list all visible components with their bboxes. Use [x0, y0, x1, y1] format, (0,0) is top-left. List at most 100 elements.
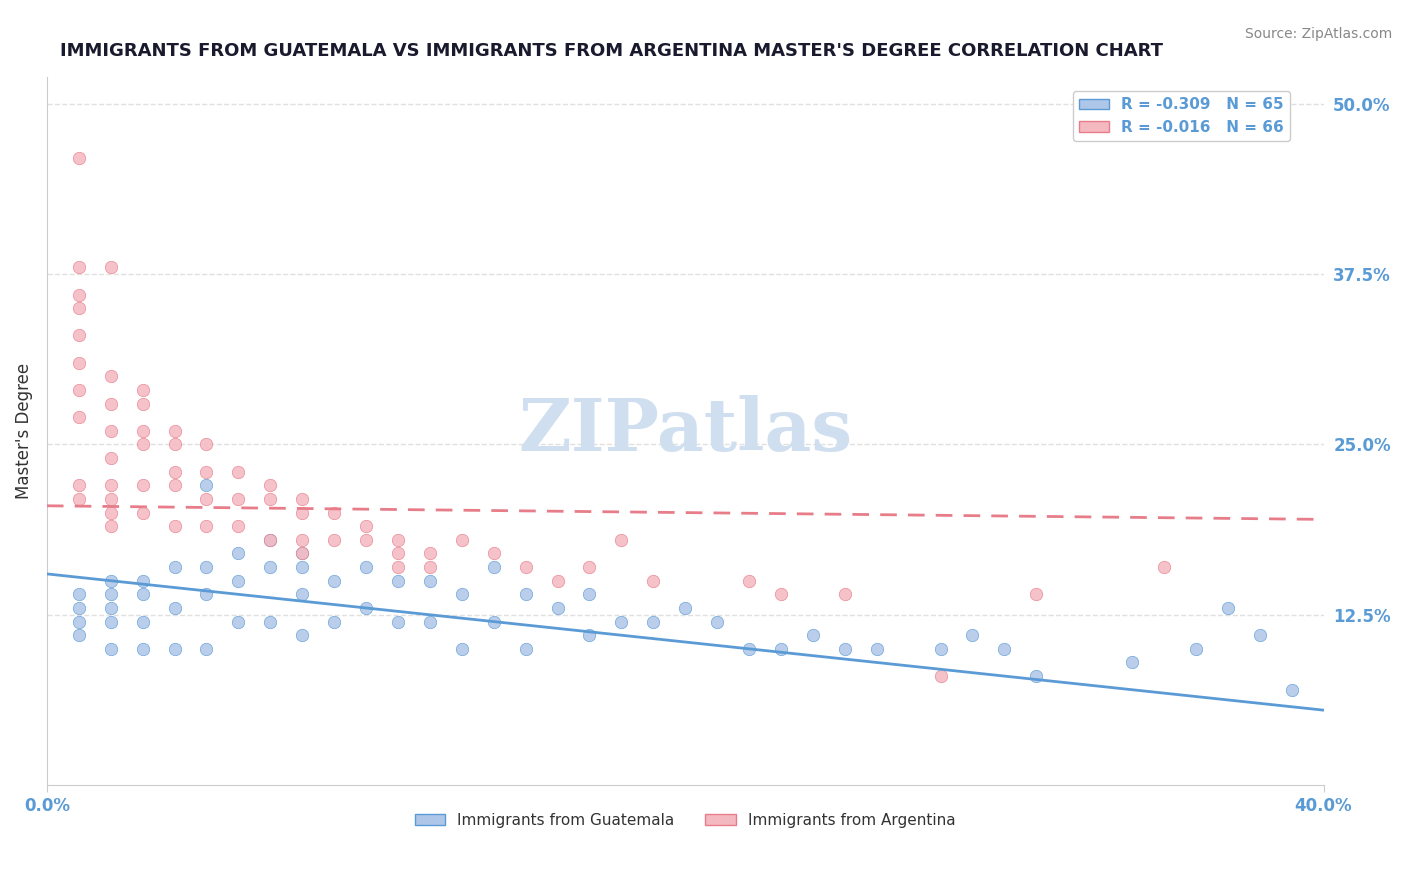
Point	[195, 491, 218, 506]
Point	[228, 546, 250, 560]
Point	[67, 383, 90, 397]
Point	[259, 478, 281, 492]
Point	[228, 465, 250, 479]
Point	[610, 615, 633, 629]
Point	[738, 574, 761, 588]
Point	[100, 574, 122, 588]
Point	[419, 560, 441, 574]
Point	[67, 152, 90, 166]
Point	[67, 615, 90, 629]
Point	[195, 641, 218, 656]
Legend: Immigrants from Guatemala, Immigrants from Argentina: Immigrants from Guatemala, Immigrants fr…	[409, 807, 962, 834]
Point	[131, 587, 153, 601]
Point	[67, 587, 90, 601]
Point	[291, 628, 314, 642]
Point	[67, 478, 90, 492]
Point	[228, 574, 250, 588]
Point	[643, 574, 665, 588]
Point	[1249, 628, 1271, 642]
Point	[515, 641, 537, 656]
Point	[100, 424, 122, 438]
Point	[482, 560, 505, 574]
Point	[100, 451, 122, 466]
Point	[67, 601, 90, 615]
Point	[195, 465, 218, 479]
Point	[100, 396, 122, 410]
Point	[1025, 669, 1047, 683]
Point	[1153, 560, 1175, 574]
Point	[387, 615, 409, 629]
Point	[993, 641, 1015, 656]
Point	[1216, 601, 1239, 615]
Point	[482, 546, 505, 560]
Point	[450, 641, 472, 656]
Point	[866, 641, 889, 656]
Point	[1025, 587, 1047, 601]
Point	[291, 587, 314, 601]
Point	[100, 369, 122, 384]
Point	[228, 491, 250, 506]
Point	[195, 560, 218, 574]
Point	[100, 587, 122, 601]
Point	[228, 615, 250, 629]
Point	[291, 506, 314, 520]
Point	[100, 641, 122, 656]
Point	[163, 601, 186, 615]
Point	[929, 669, 952, 683]
Point	[1281, 682, 1303, 697]
Point	[578, 587, 600, 601]
Point	[387, 560, 409, 574]
Point	[482, 615, 505, 629]
Point	[291, 491, 314, 506]
Point	[100, 615, 122, 629]
Point	[163, 437, 186, 451]
Point	[100, 601, 122, 615]
Point	[578, 560, 600, 574]
Point	[354, 601, 377, 615]
Text: IMMIGRANTS FROM GUATEMALA VS IMMIGRANTS FROM ARGENTINA MASTER'S DEGREE CORRELATI: IMMIGRANTS FROM GUATEMALA VS IMMIGRANTS …	[59, 42, 1163, 60]
Point	[100, 519, 122, 533]
Point	[131, 641, 153, 656]
Point	[1121, 656, 1143, 670]
Point	[834, 587, 856, 601]
Point	[291, 546, 314, 560]
Point	[962, 628, 984, 642]
Point	[515, 560, 537, 574]
Point	[323, 574, 346, 588]
Point	[131, 424, 153, 438]
Point	[515, 587, 537, 601]
Point	[419, 574, 441, 588]
Point	[323, 615, 346, 629]
Text: ZIPatlas: ZIPatlas	[519, 395, 852, 467]
Point	[450, 533, 472, 547]
Point	[67, 301, 90, 316]
Point	[131, 396, 153, 410]
Point	[547, 574, 569, 588]
Point	[195, 587, 218, 601]
Point	[706, 615, 728, 629]
Point	[195, 478, 218, 492]
Point	[228, 519, 250, 533]
Point	[131, 478, 153, 492]
Point	[131, 383, 153, 397]
Point	[354, 533, 377, 547]
Point	[354, 560, 377, 574]
Point	[387, 546, 409, 560]
Point	[259, 560, 281, 574]
Point	[419, 546, 441, 560]
Point	[387, 533, 409, 547]
Point	[801, 628, 824, 642]
Point	[67, 628, 90, 642]
Point	[100, 491, 122, 506]
Point	[67, 260, 90, 275]
Point	[67, 491, 90, 506]
Point	[610, 533, 633, 547]
Point	[131, 437, 153, 451]
Point	[195, 519, 218, 533]
Point	[259, 533, 281, 547]
Point	[291, 533, 314, 547]
Point	[769, 641, 792, 656]
Point	[673, 601, 696, 615]
Point	[387, 574, 409, 588]
Point	[291, 546, 314, 560]
